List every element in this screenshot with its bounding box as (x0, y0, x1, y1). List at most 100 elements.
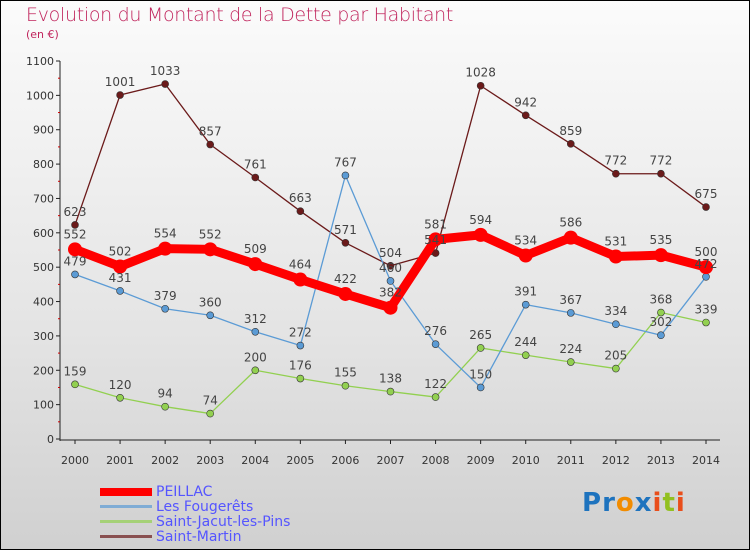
data-point (203, 242, 218, 257)
legend-item: Saint-Jacut-les-Pins (100, 514, 290, 529)
data-point (702, 273, 710, 281)
data-label: 205 (604, 349, 627, 363)
logo-letter: i (675, 488, 686, 518)
data-point (476, 344, 485, 352)
chart-subtitle: (en €) (26, 28, 59, 41)
data-label: 422 (334, 272, 357, 286)
legend-swatch (100, 487, 152, 496)
data-label: 272 (289, 326, 312, 340)
data-point (296, 207, 305, 215)
x-tick-label: 2007 (377, 454, 405, 467)
proxiti-logo: Proxiti (582, 488, 686, 518)
legend-item: Saint-Martin (100, 529, 290, 544)
x-tick-label: 2006 (331, 454, 359, 467)
data-label: 224 (559, 342, 582, 356)
legend-swatch (100, 535, 152, 538)
data-label: 509 (244, 242, 267, 256)
data-point (116, 393, 124, 402)
y-tick-label: 600 (33, 227, 54, 240)
x-tick-label: 2001 (106, 454, 134, 467)
logo-letter: x (634, 488, 653, 518)
y-tick-label: 300 (33, 330, 54, 343)
data-label: 1028 (465, 66, 496, 80)
x-tick-label: 2008 (422, 454, 450, 467)
data-label: 464 (289, 258, 312, 272)
x-tick-label: 2003 (196, 454, 224, 467)
data-point (71, 380, 79, 389)
data-label: 460 (379, 261, 402, 275)
data-point (251, 173, 260, 182)
data-point (521, 351, 530, 359)
data-point (566, 140, 575, 148)
data-label: 200 (244, 350, 267, 364)
data-label: 586 (559, 216, 582, 230)
x-tick-label: 2013 (647, 454, 675, 467)
x-tick-label: 2002 (151, 454, 179, 467)
data-point (248, 257, 263, 272)
data-label: 772 (649, 154, 672, 168)
logo-letter: P (582, 488, 603, 518)
data-label: 94 (158, 387, 173, 401)
data-point (206, 140, 215, 149)
data-point (657, 331, 665, 340)
data-point (161, 304, 169, 313)
data-point (251, 366, 260, 375)
data-label: 382 (379, 286, 402, 300)
y-tick-label: 400 (33, 296, 54, 309)
data-label: 1001 (105, 75, 136, 89)
data-point (341, 381, 350, 390)
data-point (657, 308, 665, 317)
data-point (68, 242, 82, 257)
data-point (702, 203, 710, 211)
data-point (612, 169, 620, 178)
data-point (161, 402, 169, 411)
x-tick-label: 2014 (692, 454, 720, 467)
data-point (158, 241, 173, 256)
data-label: 761 (244, 157, 267, 171)
legend-item: Les Fougerêts (100, 499, 290, 514)
data-label: 500 (695, 245, 718, 259)
legend-swatch (100, 505, 152, 508)
data-label: 942 (514, 95, 537, 109)
legend-label: Saint-Martin (156, 528, 242, 545)
data-point (293, 272, 308, 287)
y-tick-label: 100 (33, 399, 54, 412)
data-point (428, 232, 443, 247)
data-label: 479 (64, 254, 87, 268)
data-label: 554 (154, 227, 177, 241)
logo-letter: o (615, 488, 635, 518)
data-label: 541 (424, 233, 447, 247)
data-label: 772 (604, 154, 627, 168)
data-point (473, 227, 488, 242)
data-label: 367 (559, 293, 582, 307)
y-tick-label: 200 (33, 364, 54, 377)
data-label: 552 (199, 227, 222, 241)
data-point (341, 238, 350, 247)
data-point (612, 364, 620, 373)
data-point (431, 249, 440, 257)
data-label: 138 (379, 372, 402, 386)
y-tick-label: 800 (33, 158, 54, 171)
data-label: 571 (334, 223, 357, 237)
data-label: 334 (604, 304, 627, 318)
y-tick-label: 0 (47, 433, 54, 446)
legend-label: Les Fougerêts (156, 498, 254, 515)
data-point (476, 81, 485, 90)
data-label: 767 (334, 155, 357, 169)
data-point (386, 262, 395, 270)
data-label: 302 (649, 315, 672, 329)
data-label: 159 (64, 364, 87, 378)
x-tick-label: 2010 (512, 454, 540, 467)
logo-letter: r (602, 488, 616, 518)
data-label: 535 (649, 233, 672, 247)
chart-title: Evolution du Montant de la Dette par Hab… (26, 4, 454, 26)
data-label: 504 (379, 246, 402, 260)
data-label: 265 (469, 328, 492, 342)
data-point (518, 248, 533, 263)
y-tick-label: 700 (33, 192, 54, 205)
data-point (608, 249, 623, 264)
data-point (206, 311, 215, 320)
data-point (653, 248, 668, 263)
data-label: 552 (64, 227, 87, 241)
